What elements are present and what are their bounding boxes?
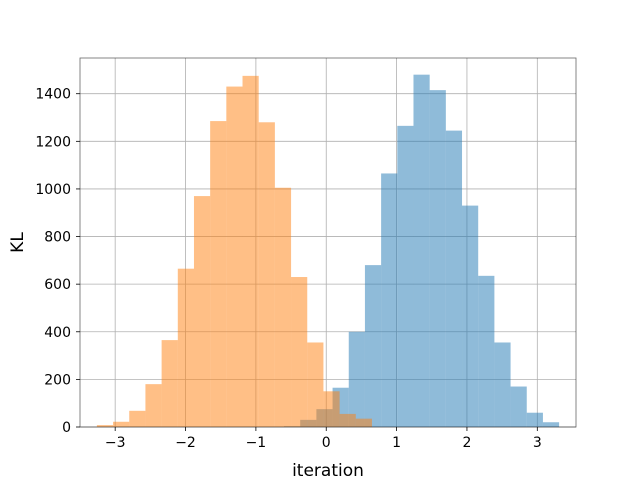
plot-frame <box>79 57 577 428</box>
histogram-bar <box>542 422 560 427</box>
y-tick-label: 200 <box>44 372 71 388</box>
histogram-series-1 <box>284 74 560 428</box>
histogram-bar <box>323 391 340 427</box>
histogram-bar <box>177 268 194 427</box>
histogram-bar <box>113 421 130 427</box>
histogram-bar <box>381 173 398 427</box>
y-tick-label: 600 <box>44 277 71 293</box>
histogram-bar <box>397 125 414 427</box>
x-tick-label: 2 <box>462 435 471 451</box>
histogram-bar <box>193 196 211 427</box>
histogram-bar <box>355 418 372 427</box>
x-axis-label: iteration <box>292 461 364 480</box>
histogram-bar <box>348 331 365 427</box>
histogram-bar <box>226 86 243 427</box>
y-axis-label: KL <box>8 232 28 253</box>
histogram-bar <box>258 122 275 428</box>
histogram-bar <box>413 74 430 427</box>
axis-ticks: −3 −2 −1 0 1 2 3 0 200 400 600 800 1000 1200 1400 <box>35 87 541 451</box>
histogram-bar <box>161 340 178 427</box>
histogram-bar <box>494 342 511 427</box>
x-tick-label: −3 <box>105 435 126 451</box>
histogram-bar <box>291 277 308 427</box>
x-tick-label: −2 <box>175 435 196 451</box>
x-tick-label: 0 <box>322 435 331 451</box>
histogram-bar <box>210 121 227 427</box>
histogram-bar <box>510 386 527 427</box>
x-tick-label: −1 <box>246 435 267 451</box>
y-tick-label: 400 <box>44 325 71 341</box>
histogram-bar <box>445 130 463 427</box>
y-tick-label: 1400 <box>35 87 71 103</box>
histogram-bar <box>307 342 324 427</box>
histogram-bar <box>526 412 543 427</box>
histogram-bar <box>96 425 114 427</box>
histogram-bar <box>429 90 446 428</box>
histogram-bar <box>339 413 356 427</box>
histogram-bar <box>145 384 162 427</box>
histogram-bar <box>242 75 259 428</box>
histogram-bar <box>364 265 382 427</box>
y-tick-label: 800 <box>44 230 71 246</box>
y-tick-label: 0 <box>62 420 71 436</box>
histogram-bar <box>478 275 495 427</box>
histogram-series-2 <box>96 75 372 428</box>
histogram-bar <box>274 187 292 427</box>
y-tick-label: 1000 <box>35 182 71 198</box>
histogram-bars <box>96 74 560 428</box>
x-tick-label: 1 <box>392 435 401 451</box>
histogram-bar <box>129 410 146 427</box>
y-tick-label: 1200 <box>35 134 71 150</box>
x-tick-label: 3 <box>533 435 542 451</box>
histogram-bar <box>462 205 479 427</box>
